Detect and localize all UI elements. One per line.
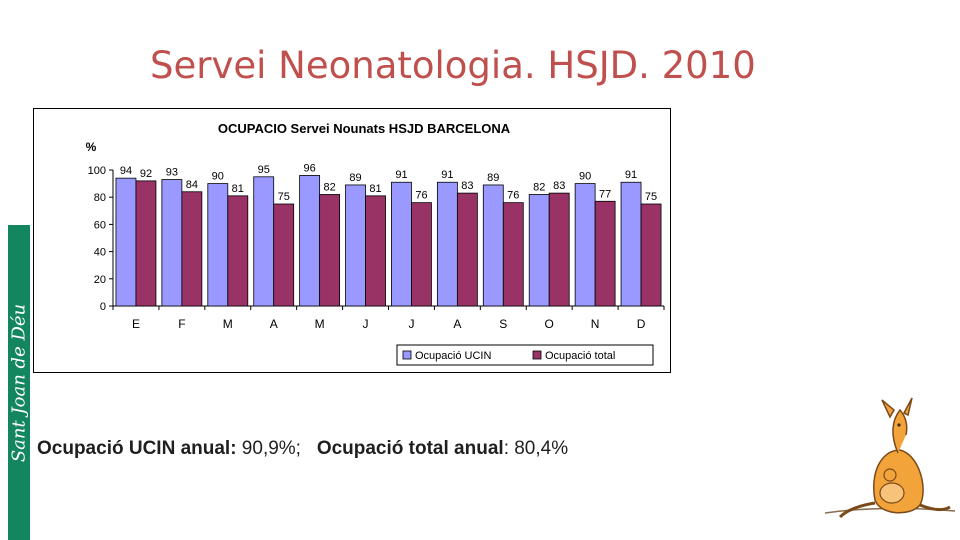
x-tick-label: O bbox=[545, 317, 554, 331]
data-label-total: 92 bbox=[140, 168, 152, 180]
occupancy-chart: OCUPACIO Servei Nounats HSJD BARCELONA %… bbox=[86, 121, 665, 366]
data-label-ucin: 93 bbox=[166, 167, 178, 179]
y-tick-label: 80 bbox=[94, 192, 106, 204]
data-label-total: 76 bbox=[507, 190, 519, 202]
data-label-total: 75 bbox=[278, 191, 290, 203]
data-label-total: 84 bbox=[186, 179, 198, 191]
bar-total bbox=[456, 192, 478, 307]
annual-summary: Ocupació UCIN anual: 90,9%; Ocupació tot… bbox=[37, 438, 568, 460]
total-annual-value: : 80,4% bbox=[503, 438, 569, 459]
bar-ucin bbox=[574, 183, 596, 307]
x-tick-label: F bbox=[178, 317, 185, 331]
legend-swatch-total bbox=[532, 350, 542, 360]
legend-label-ucin: Ocupació UCIN bbox=[415, 350, 491, 362]
x-tick-label: M bbox=[315, 317, 325, 331]
data-label-ucin: 91 bbox=[625, 169, 637, 181]
bar-ucin bbox=[253, 176, 275, 307]
bar-total bbox=[640, 203, 662, 307]
bar-total bbox=[365, 195, 386, 307]
data-label-total: 77 bbox=[599, 188, 611, 200]
data-label-ucin: 94 bbox=[120, 165, 132, 177]
data-label-ucin: 91 bbox=[441, 169, 453, 181]
bar-ucin bbox=[391, 181, 412, 307]
bar-total bbox=[502, 202, 524, 307]
data-label-ucin: 82 bbox=[533, 181, 545, 193]
data-label-ucin: 91 bbox=[395, 169, 407, 181]
x-tick-label: A bbox=[453, 317, 461, 331]
x-tick-label: J bbox=[408, 317, 414, 331]
data-label-total: 83 bbox=[461, 180, 473, 192]
bar-ucin bbox=[482, 184, 504, 307]
ucin-annual-value: 90,9%; bbox=[236, 438, 301, 459]
data-label-ucin: 89 bbox=[487, 172, 499, 184]
slide-title: Servei Neonatologia. HSJD. 2010 bbox=[150, 44, 756, 87]
data-label-ucin: 90 bbox=[579, 171, 591, 183]
x-tick-label: A bbox=[270, 317, 278, 331]
bar-ucin bbox=[436, 181, 458, 307]
y-axis-label: % bbox=[86, 140, 97, 154]
data-label-total: 83 bbox=[553, 180, 565, 192]
legend: Ocupació UCIN Ocupació total bbox=[396, 344, 654, 366]
bar-total bbox=[135, 180, 157, 307]
y-tick-label: 100 bbox=[88, 165, 106, 177]
bar-total bbox=[227, 195, 249, 307]
total-annual-label: Ocupació total anual bbox=[316, 438, 504, 459]
y-tick-label: 20 bbox=[94, 274, 106, 286]
legend-label-total: Ocupació total bbox=[545, 350, 615, 362]
bar-total bbox=[273, 203, 295, 307]
bar-total bbox=[594, 200, 616, 307]
data-label-ucin: 89 bbox=[349, 172, 361, 184]
bar-total bbox=[548, 192, 570, 307]
bar-ucin bbox=[345, 184, 366, 307]
bar-ucin bbox=[299, 175, 321, 307]
data-label-ucin: 95 bbox=[258, 164, 270, 176]
x-tick-label: E bbox=[132, 317, 140, 331]
bar-ucin bbox=[528, 194, 550, 307]
x-tick-label: M bbox=[223, 317, 233, 331]
bar-ucin bbox=[620, 181, 642, 307]
bar-ucin bbox=[161, 179, 183, 307]
bar-ucin bbox=[207, 183, 229, 307]
bar-ucin bbox=[115, 177, 137, 307]
data-label-ucin: 96 bbox=[304, 162, 316, 174]
data-label-total: 75 bbox=[645, 191, 657, 203]
data-label-total: 81 bbox=[232, 183, 244, 195]
x-tick-label: J bbox=[363, 317, 369, 331]
data-label-total: 81 bbox=[369, 183, 381, 195]
chart-frame: OCUPACIO Servei Nounats HSJD BARCELONA %… bbox=[33, 108, 671, 373]
data-label-total: 76 bbox=[415, 190, 427, 202]
y-tick-label: 60 bbox=[94, 219, 106, 231]
kangaroo-mascot-icon bbox=[824, 397, 956, 519]
y-tick-label: 0 bbox=[100, 301, 106, 313]
chart-title: OCUPACIO Servei Nounats HSJD BARCELONA bbox=[218, 121, 511, 136]
brand-logo: Sant Joan de Déu bbox=[8, 303, 30, 462]
plot-area: 0 20 40 60 80 100 94 92 E 93 84 F 90 81 M 95 75 A 96 82 M 89 8… bbox=[88, 162, 665, 331]
ucin-annual-label: Ocupació UCIN anual: bbox=[37, 438, 237, 459]
bar-total bbox=[411, 202, 432, 307]
x-tick-label: N bbox=[591, 317, 600, 331]
legend-box bbox=[396, 344, 654, 366]
x-tick-label: D bbox=[637, 317, 646, 331]
y-tick-label: 40 bbox=[94, 247, 106, 259]
data-label-total: 82 bbox=[324, 181, 336, 193]
bar-total bbox=[181, 191, 203, 307]
legend-swatch-ucin bbox=[402, 350, 412, 360]
x-tick-label: S bbox=[499, 317, 507, 331]
data-label-ucin: 90 bbox=[212, 171, 224, 183]
brand-sidebar: Sant Joan de Déu bbox=[8, 225, 30, 540]
bar-total bbox=[319, 194, 341, 307]
